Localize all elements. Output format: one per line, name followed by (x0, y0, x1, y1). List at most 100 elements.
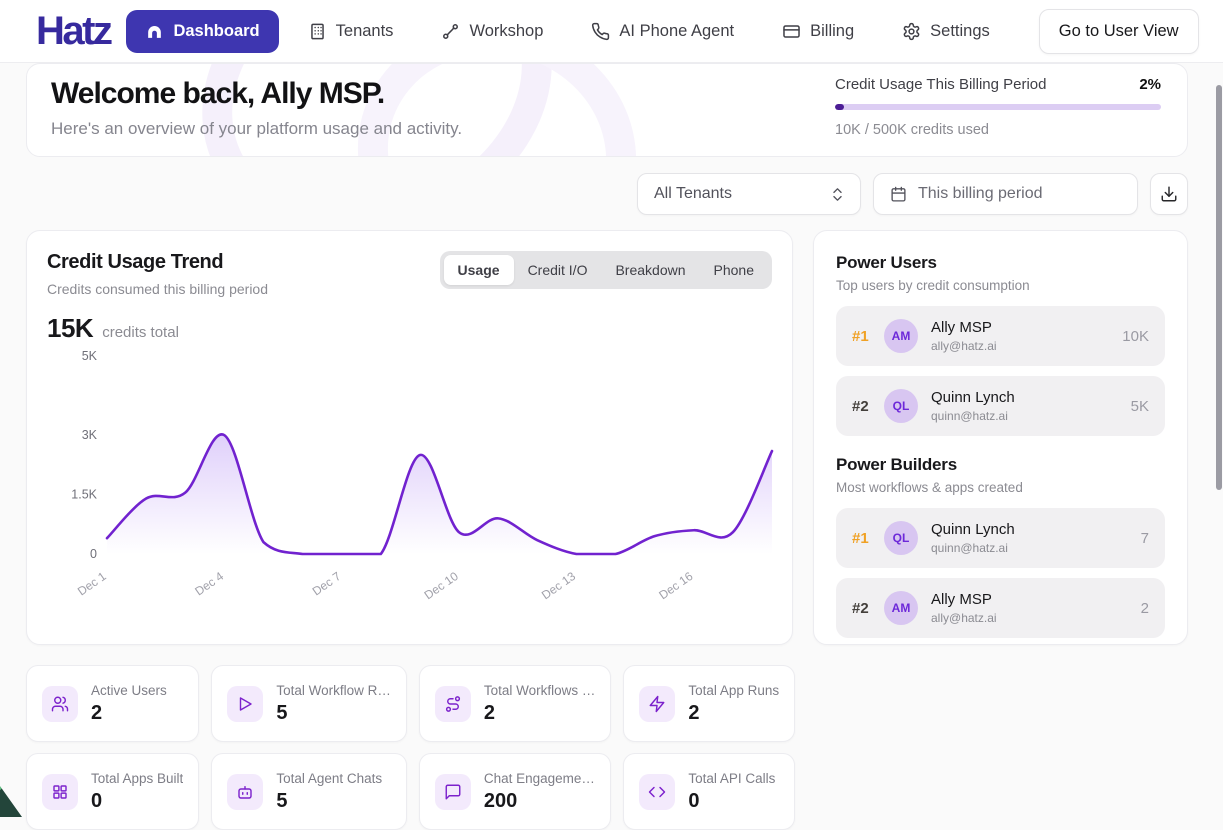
calendar-icon (891, 186, 906, 202)
builder-count: 2 (1140, 599, 1149, 617)
tab-phone[interactable]: Phone (700, 255, 768, 285)
power-user-row[interactable]: #2 QL Quinn Lynch quinn@hatz.ai 5K (836, 376, 1165, 436)
power-builders-section: Power Builders Most workflows & apps cre… (836, 455, 1165, 638)
download-button[interactable] (1150, 173, 1188, 215)
workflow-route-icon (445, 695, 460, 712)
main-nav: Dashboard Tenants Workshop AI Phone Agen… (126, 9, 1009, 53)
phone-icon (592, 22, 610, 40)
chart-total-suffix: credits total (102, 324, 179, 341)
nav-item-billing[interactable]: Billing (763, 10, 873, 53)
workflow-icon (443, 23, 459, 39)
stat-value: 200 (483, 789, 518, 812)
user-name: Ally MSP (931, 591, 992, 608)
nav-label: Tenants (335, 21, 394, 40)
nav-item-workshop[interactable]: Workshop (422, 10, 562, 53)
stat-card-total-app-runs: Total App Runs 2 (623, 665, 796, 742)
rank-badge: #1 (852, 529, 869, 547)
stat-card-total-agent-chats: Total Agent Chats 5 (211, 753, 407, 830)
chart-subtitle: Credits consumed this billing period (47, 281, 268, 297)
chart-title: Credit Usage Trend (47, 251, 224, 273)
svg-text:Dec 10: Dec 10 (422, 569, 461, 600)
tab-breakdown[interactable]: Breakdown (601, 255, 699, 285)
power-builders-title: Power Builders (836, 455, 957, 474)
nav-label: Workshop (469, 21, 544, 40)
credit-usage-progress-fill (835, 104, 844, 110)
download-icon (1161, 186, 1177, 202)
stat-label: Total Agent Chats (276, 770, 383, 786)
nav-item-dashboard[interactable]: Dashboard (126, 9, 279, 53)
power-builders-subtitle: Most workflows & apps created (836, 480, 1023, 495)
stat-value: 5 (276, 789, 288, 812)
svg-text:Dec 1: Dec 1 (75, 569, 109, 599)
gear-icon (903, 22, 920, 40)
tab-credit-io[interactable]: Credit I/O (514, 255, 602, 285)
credit-usage-chart: 0 1.5K 3K 5K Dec 1 Dec 4 Dec 7 Dec 10 Dec 13 Dec … (71, 349, 774, 602)
rank-badge: #2 (852, 397, 869, 415)
svg-text:Dec 16: Dec 16 (656, 569, 695, 600)
go-to-user-view-button[interactable]: Go to User View (1038, 8, 1199, 54)
credit-usage-trend-card: Credit Usage Trend Credits consumed this… (26, 230, 793, 645)
credit-usage-percent: 2% (1139, 76, 1161, 93)
svg-text:Dec 13: Dec 13 (539, 569, 578, 600)
stat-label: Total Apps Built (91, 770, 184, 786)
stat-value: 2 (91, 701, 103, 724)
users-icon (51, 696, 69, 711)
scrollbar-thumb[interactable] (1216, 85, 1222, 490)
stat-value: 0 (688, 789, 700, 812)
power-users-title: Power Users (836, 253, 937, 272)
building-icon (310, 23, 324, 39)
stat-label: Chat Engageme… (483, 770, 595, 786)
user-name: Quinn Lynch (931, 521, 1015, 538)
zap-icon (649, 695, 665, 712)
stat-card-total-apps-built: Total Apps Built 0 (26, 753, 200, 830)
tab-usage[interactable]: Usage (443, 255, 514, 285)
user-credits: 5K (1130, 397, 1149, 415)
bot-icon (238, 785, 253, 799)
welcome-title: Welcome back, Ally MSP. (51, 77, 385, 110)
period-select[interactable]: This billing period (873, 173, 1138, 215)
user-email: quinn@hatz.ai (931, 409, 1008, 423)
power-builder-row[interactable]: #1 QL Quinn Lynch quinn@hatz.ai 7 (836, 508, 1165, 568)
stat-card-total-workflow-runs: Total Workflow R… 5 (211, 665, 407, 742)
svg-text:Dec 4: Dec 4 (192, 569, 226, 599)
svg-text:1.5K: 1.5K (71, 488, 97, 502)
stat-card-chat-engagement: Chat Engageme… 200 (418, 753, 612, 830)
credit-card-icon (783, 24, 800, 38)
user-email: ally@hatz.ai (931, 611, 997, 625)
user-name: Ally MSP (931, 319, 992, 336)
home-hat-icon (148, 25, 162, 38)
stats-grid: Active Users 2 Total Workflow R… 5 Total… (26, 665, 796, 830)
stat-value: 0 (91, 789, 103, 812)
nav-label: Dashboard (173, 21, 260, 40)
stat-label: Total App Runs (688, 682, 780, 698)
nav-item-tenants[interactable]: Tenants (289, 10, 413, 53)
welcome-text: Welcome back, Ally MSP. Here's an overvi… (51, 77, 462, 139)
svg-text:5K: 5K (82, 349, 98, 363)
rank-badge: #1 (852, 327, 869, 345)
welcome-subtitle: Here's an overview of your platform usag… (51, 119, 463, 138)
nav-item-settings[interactable]: Settings (883, 10, 1009, 53)
svg-text:Dec 7: Dec 7 (310, 569, 344, 599)
power-user-row[interactable]: #1 AM Ally MSP ally@hatz.ai 10K (836, 306, 1165, 366)
play-icon (240, 696, 253, 711)
hatz-logo: Hatz (36, 8, 113, 53)
chart-tabs: Usage Credit I/O Breakdown Phone (439, 251, 772, 289)
svg-text:0: 0 (90, 547, 97, 561)
power-builder-row[interactable]: #2 AM Ally MSP ally@hatz.ai 2 (836, 578, 1165, 638)
period-select-value: This billing period (918, 185, 1043, 202)
stat-value: 2 (688, 701, 700, 724)
welcome-card: Welcome back, Ally MSP. Here's an overvi… (26, 63, 1188, 157)
stat-card-active-users: Active Users 2 (26, 665, 200, 742)
nav-label: AI Phone Agent (619, 21, 735, 40)
tenant-select[interactable]: All Tenants (637, 173, 861, 215)
stat-label: Total Workflows … (483, 682, 596, 698)
tenant-select-value: All Tenants (654, 185, 732, 202)
stat-value: 5 (276, 701, 288, 724)
code-icon (649, 786, 666, 797)
chart-total-value: 15K (47, 313, 94, 343)
nav-label: Settings (930, 21, 990, 40)
svg-text:3K: 3K (82, 428, 98, 442)
nav-item-ai-phone-agent[interactable]: AI Phone Agent (572, 10, 753, 53)
stat-label: Active Users (91, 682, 167, 698)
